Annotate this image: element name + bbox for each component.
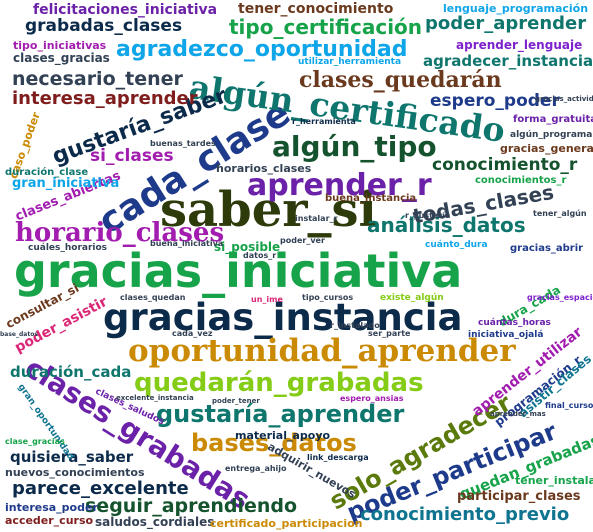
word-gracias-actividad: gracias_actividad	[535, 95, 593, 103]
word-quisiera-saber: quisiera_saber	[10, 448, 134, 466]
word-cuales-horarios: cuáles_horarios	[28, 243, 108, 253]
word-poder-tener: poder_tener	[212, 397, 260, 405]
word-horarios-clases: horarios_clases	[216, 162, 312, 175]
word-entrega-ahijo: entrega_ahijo	[225, 464, 287, 473]
word-agradecer-instancia: agradecer_instancia	[423, 52, 593, 70]
word-aprender-r: aprender_r	[247, 168, 432, 203]
word-tener-algun: tener_algún	[533, 209, 587, 218]
word-existe-algun: existe_algún	[380, 293, 444, 303]
word-clase-gracias: clase_gracias	[5, 437, 65, 446]
word-aprender-mas: aprender_mas	[490, 410, 546, 418]
word-lenguaje-programacion: lenguaje_programación	[443, 2, 589, 15]
word-cada-vez: cada_vez	[172, 329, 213, 338]
word-r-herramienta: r_herramienta	[292, 117, 356, 126]
word-gracias-instancia: gracias_instancia	[103, 296, 463, 339]
word-conocimiento-r: conocimiento_r	[432, 155, 578, 175]
word-un-ime: un_ime	[251, 295, 283, 304]
word-interesa-aprender: interesa_aprender	[12, 88, 198, 109]
word-certificado-participacion: certificado_participacion	[210, 517, 363, 530]
word-conocimientos-r: conocimientos_r	[475, 175, 567, 186]
word-analisis-datos: análisis_datos	[367, 213, 526, 237]
word-interesa-poder: interesa_poder	[5, 501, 98, 514]
word-agradezco-oportunidad: agradezco_oportunidad	[116, 37, 408, 62]
word-clases-gracias: clases_gracias	[13, 51, 110, 65]
word-tipo-iniciativas: tipo_iniciativas	[13, 39, 107, 52]
word-nuevos-conocimientos: nuevos_conocimientos	[5, 466, 145, 479]
word-final-curso: final_curso	[545, 401, 593, 410]
word-saber-si: saber_si	[160, 182, 377, 238]
word-horario-clases: horario_clases	[15, 218, 225, 248]
word-utilizar-herramienta: utilizar_herramienta	[298, 57, 402, 67]
word-datos-r: datos_r	[243, 251, 277, 260]
word-ser-parte: ser_parte	[368, 329, 411, 338]
word-participar-clases: participar_clases	[457, 489, 581, 504]
word-poder-ver: poder_ver	[280, 236, 325, 245]
word-r-gustaria: r_gustaría	[405, 211, 451, 220]
word-gracias-iniciativa: gracias_iniciativa	[14, 244, 463, 298]
word-buena-instancia: buena_instancia	[325, 193, 417, 204]
word-conocimiento-previo: conocimiento_previo	[360, 504, 570, 525]
word-buenas-tardes: buenas_tardes	[150, 139, 216, 148]
word-gracias-abrir: gracias_abrir	[510, 243, 584, 254]
word-tener-conocimiento: tener_conocimiento	[238, 1, 394, 17]
word-algun-tipo: algún_tipo	[272, 130, 437, 163]
word-acceder-curso: acceder_curso	[5, 514, 94, 527]
word-duracion-cada: duración_cada	[10, 363, 132, 381]
word-quedaran-grabadas: quedarán_grabadas	[134, 368, 424, 398]
word-tener-instalado: tener_instalado	[515, 474, 593, 487]
word-gran-iniciativa: gran_iniciativa	[12, 176, 120, 191]
word-cuanto-dura: cuánto_dura	[425, 240, 488, 250]
word-bases-datos: bases_datos	[191, 429, 357, 457]
word-forma-gratuita: forma_gratuita	[513, 114, 593, 125]
word-si-posible: si_posible	[214, 240, 281, 254]
word-buena-iniciativa: buena_iniciativa	[150, 239, 224, 248]
word-clases-quedaran: clases_quedarán	[299, 67, 502, 93]
word-cuantas-horas: cuántas_horas	[478, 318, 551, 328]
word-base-datos: base_datos	[0, 331, 38, 338]
word-oportunidad-aprender: oportunidad_aprender	[128, 333, 516, 369]
word-tipo-cursos: tipo_cursos	[302, 293, 354, 302]
word-grabadas-clases: grabadas_clases	[25, 16, 183, 36]
word-iniciativa-ojala: iniciativa_ojalá	[468, 330, 544, 340]
word-necesario-tener: necesario_tener	[12, 68, 183, 90]
word-excelente-instancia: excelente_instancia	[116, 394, 194, 402]
word-aprender-lenguaje: aprender_lenguaje	[456, 38, 583, 52]
word-gracias-generar: gracias_generar	[500, 142, 593, 155]
word-link-descarga: link_descarga	[307, 453, 369, 462]
word-espero-poder: espero_poder	[430, 91, 560, 111]
word-material-apoyo: material_apoyo	[235, 429, 331, 442]
word-r-instalado: r_instalado	[330, 321, 380, 330]
word-clases-quedan: clases_quedan	[120, 293, 186, 302]
word-gracias-espacio: gracias_espacio	[527, 293, 593, 302]
word-gustaria-aprender: gustaría_aprender	[156, 400, 405, 428]
word-tipo-certificacion: tipo_certificación	[229, 15, 423, 39]
word-parece-excelente: parece_excelente	[12, 478, 189, 499]
word-si-clases: si_clases	[90, 146, 174, 166]
word-espero-ansias: espero_ansias	[340, 394, 404, 403]
word-poder-aprender: poder_aprender	[425, 13, 587, 34]
word-saludos-cordiales: saludos_cordiales	[95, 515, 215, 529]
word-felicitaciones-iniciativa: felicitaciones_iniciativa	[33, 2, 218, 18]
word-duracion-clase: duración_clase	[5, 167, 89, 178]
word-instalar-r: instalar_r	[295, 214, 338, 223]
word-seguir-aprendiendo: seguir_aprendiendo	[85, 495, 298, 517]
word-algun-programa: algún_programa	[510, 130, 593, 140]
